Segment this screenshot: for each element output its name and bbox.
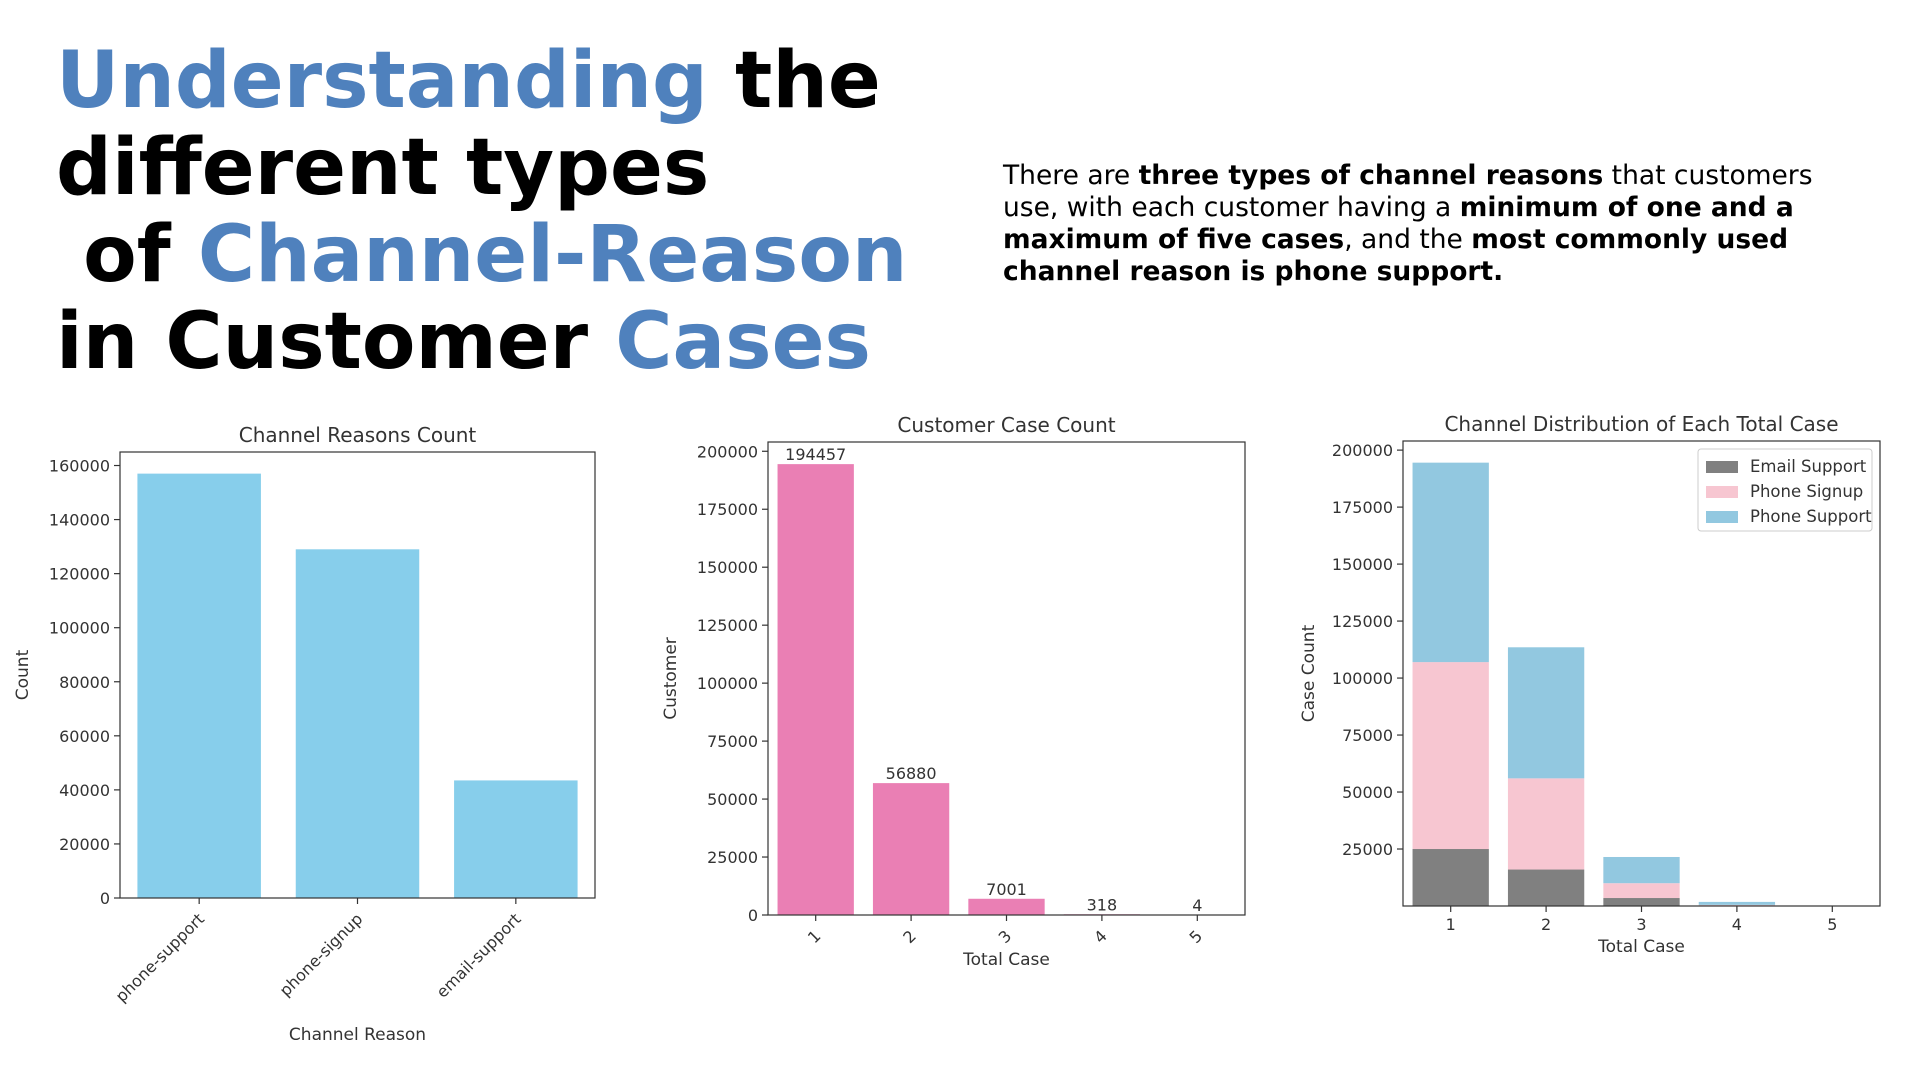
- bar-segment: [1603, 883, 1680, 899]
- bar-segment: [1412, 849, 1489, 906]
- y-tick-label: 75000: [1342, 726, 1393, 745]
- y-tick-label: 100000: [697, 674, 758, 693]
- x-tick-label: 3: [1636, 915, 1646, 934]
- chart-legend: [1697, 448, 1873, 532]
- y-axis-label: Case Count: [1299, 624, 1319, 722]
- bar-segment: [1507, 869, 1585, 906]
- y-tick-label: 160000: [49, 457, 110, 476]
- x-tick-label: phone-signup: [276, 909, 367, 1000]
- y-tick-label: 175000: [697, 500, 758, 519]
- channel-reasons-chart: Channel Reasons Count 0 20000 40000 60000 800…: [10, 410, 610, 1060]
- x-tick-label: 2: [899, 926, 920, 947]
- y-tick-label: 140000: [49, 511, 110, 530]
- summary-bold: three types of channel reasons: [1138, 160, 1604, 191]
- y-tick-label: 25000: [1342, 840, 1393, 859]
- bar: [295, 549, 420, 898]
- x-tick-label: 5: [1827, 915, 1837, 934]
- y-tick-label: 50000: [707, 790, 758, 809]
- y-tick-label: 40000: [59, 781, 110, 800]
- y-tick-label: 80000: [59, 673, 110, 692]
- legend-label: Email Support: [1750, 457, 1867, 476]
- y-tick-label: 150000: [697, 558, 758, 577]
- x-axis-label: Channel Reason: [289, 1025, 426, 1045]
- legend-swatch: [1706, 461, 1738, 473]
- legend-label: Phone Signup: [1750, 482, 1863, 501]
- x-tick-label: 4: [1732, 915, 1742, 934]
- x-axis-label: Total Case: [1597, 937, 1685, 957]
- y-tick-label: 50000: [1342, 783, 1393, 802]
- bar: [872, 783, 950, 915]
- bar-segment: [1507, 778, 1585, 870]
- bar: [968, 898, 1045, 915]
- legend-label: Phone Support: [1750, 507, 1872, 526]
- data-label: 318: [1087, 895, 1118, 914]
- y-tick-label: 25000: [707, 848, 758, 867]
- data-label: 4: [1192, 896, 1202, 915]
- summary-part: There are: [1003, 160, 1139, 191]
- chart-title: Channel Distribution of Each Total Case: [1444, 412, 1838, 436]
- y-tick-label: 200000: [697, 442, 758, 461]
- bar-segment: [1603, 898, 1680, 906]
- summary-text: There are three types of channel reasons…: [1003, 160, 1863, 288]
- y-tick-label: 75000: [707, 732, 758, 751]
- data-label: 7001: [986, 880, 1027, 899]
- y-tick-label: 175000: [1332, 498, 1393, 517]
- channel-distribution-chart-svg: Channel Distribution of Each Total Case E…: [1299, 412, 1881, 957]
- y-tick-label: 0: [100, 889, 110, 908]
- y-tick-label: 125000: [1332, 612, 1393, 631]
- title-text-of: of: [56, 210, 198, 300]
- summary-bold: minimum of one and a maximum of five cas…: [1003, 192, 1794, 255]
- x-tick-label: 4: [1090, 926, 1111, 947]
- bar: [454, 780, 578, 898]
- customer-case-chart: Customer Case Count 194457 56880 7001 318 4 0 2…: [660, 410, 1260, 1060]
- y-tick-label: 125000: [697, 616, 758, 635]
- bar: [777, 464, 854, 915]
- y-tick-label: 0: [748, 906, 758, 925]
- chart-title: Customer Case Count: [897, 413, 1115, 437]
- y-tick-label: 100000: [1332, 669, 1393, 688]
- y-axis-label: Count: [13, 649, 33, 700]
- x-tick-label: 1: [1446, 915, 1456, 934]
- x-tick-label: email-support: [433, 909, 525, 1001]
- x-tick-label: 1: [804, 926, 825, 947]
- channel-distribution-chart: Channel Distribution of Each Total Case E…: [1295, 410, 1895, 1060]
- summary-part: , and the: [1344, 224, 1472, 255]
- bar: [137, 473, 261, 898]
- title-highlight-cases: Cases: [615, 297, 871, 387]
- data-label: 194457: [785, 445, 846, 464]
- x-tick-label: 2: [1541, 915, 1551, 934]
- summary-bold: most commonly used channel reason is pho…: [1003, 224, 1789, 287]
- y-tick-label: 60000: [59, 727, 110, 746]
- chart-title: Channel Reasons Count: [239, 423, 477, 447]
- customer-case-chart-svg: Customer Case Count 194457 56880 7001 318 4 0 2…: [661, 413, 1246, 970]
- bar-segment: [1507, 647, 1585, 779]
- bar-segment: [1412, 662, 1489, 850]
- y-tick-label: 150000: [1332, 555, 1393, 574]
- x-tick-label: 3: [995, 926, 1016, 947]
- y-tick-label: 200000: [1332, 441, 1393, 460]
- title-highlight-understanding: Understanding: [56, 36, 708, 126]
- title-text-different-types: different types: [56, 123, 710, 213]
- y-axis-label: Customer: [661, 637, 681, 720]
- y-tick-label: 120000: [49, 565, 110, 584]
- y-tick-label: 100000: [49, 619, 110, 638]
- legend-swatch: [1706, 486, 1738, 498]
- summary-part: that customers use, with each customer h…: [1003, 160, 1813, 223]
- title-text-the: the: [707, 36, 881, 126]
- data-label: 56880: [886, 764, 937, 783]
- x-axis-label: Total Case: [962, 950, 1050, 970]
- x-tick-label: 5: [1185, 926, 1206, 947]
- x-tick-label: phone-support: [112, 909, 208, 1005]
- bar-segment: [1698, 901, 1776, 905]
- y-tick-label: 20000: [59, 835, 110, 854]
- channel-reasons-chart-svg: Channel Reasons Count 0 20000 40000 60000 800…: [13, 423, 596, 1045]
- bar-segment: [1412, 462, 1489, 663]
- bar-segment: [1603, 856, 1680, 884]
- page-title: Understanding the different types of Cha…: [56, 38, 907, 386]
- title-text-in-customer: in Customer: [56, 297, 616, 387]
- legend-swatch: [1706, 511, 1738, 523]
- title-highlight-channel-reason: Channel-Reason: [197, 210, 908, 300]
